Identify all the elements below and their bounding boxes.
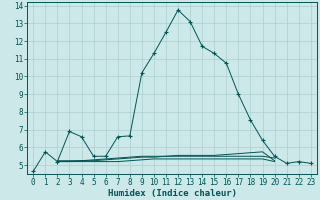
X-axis label: Humidex (Indice chaleur): Humidex (Indice chaleur) bbox=[108, 189, 236, 198]
